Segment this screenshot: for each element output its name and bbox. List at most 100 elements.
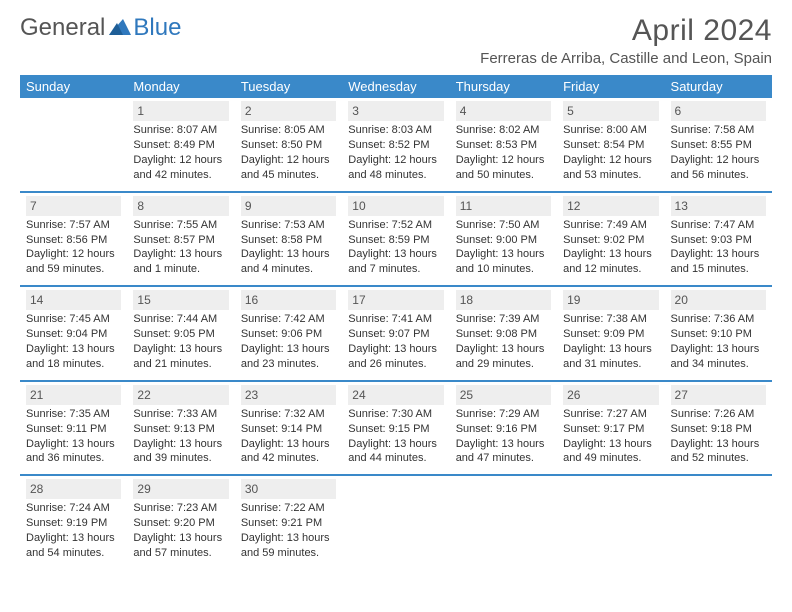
calendar-cell: 17Sunrise: 7:41 AMSunset: 9:07 PMDayligh… (342, 286, 449, 381)
day-details: Sunrise: 7:44 AMSunset: 9:05 PMDaylight:… (133, 312, 228, 371)
calendar-cell: 7Sunrise: 7:57 AMSunset: 8:56 PMDaylight… (20, 192, 127, 287)
day-number: 27 (671, 385, 766, 405)
day-number: 5 (563, 101, 658, 121)
calendar-cell: 26Sunrise: 7:27 AMSunset: 9:17 PMDayligh… (557, 381, 664, 476)
calendar-week-row: 28Sunrise: 7:24 AMSunset: 9:19 PMDayligh… (20, 475, 772, 569)
day-number: 29 (133, 479, 228, 499)
day-number: 13 (671, 196, 766, 216)
day-number: 26 (563, 385, 658, 405)
calendar-cell: 11Sunrise: 7:50 AMSunset: 9:00 PMDayligh… (450, 192, 557, 287)
day-header: Friday (557, 75, 664, 98)
day-details: Sunrise: 7:41 AMSunset: 9:07 PMDaylight:… (348, 312, 443, 371)
day-details: Sunrise: 7:45 AMSunset: 9:04 PMDaylight:… (26, 312, 121, 371)
day-number: 10 (348, 196, 443, 216)
day-details: Sunrise: 8:02 AMSunset: 8:53 PMDaylight:… (456, 123, 551, 182)
day-details: Sunrise: 7:24 AMSunset: 9:19 PMDaylight:… (26, 501, 121, 560)
calendar-cell: 6Sunrise: 7:58 AMSunset: 8:55 PMDaylight… (665, 98, 772, 192)
calendar-cell: 16Sunrise: 7:42 AMSunset: 9:06 PMDayligh… (235, 286, 342, 381)
day-header: Saturday (665, 75, 772, 98)
day-details: Sunrise: 7:50 AMSunset: 9:00 PMDaylight:… (456, 218, 551, 277)
calendar-cell: 27Sunrise: 7:26 AMSunset: 9:18 PMDayligh… (665, 381, 772, 476)
day-number: 8 (133, 196, 228, 216)
day-details: Sunrise: 8:07 AMSunset: 8:49 PMDaylight:… (133, 123, 228, 182)
day-details: Sunrise: 7:26 AMSunset: 9:18 PMDaylight:… (671, 407, 766, 466)
day-number: 2 (241, 101, 336, 121)
calendar-cell: 5Sunrise: 8:00 AMSunset: 8:54 PMDaylight… (557, 98, 664, 192)
day-details: Sunrise: 7:58 AMSunset: 8:55 PMDaylight:… (671, 123, 766, 182)
calendar-week-row: 21Sunrise: 7:35 AMSunset: 9:11 PMDayligh… (20, 381, 772, 476)
day-number: 9 (241, 196, 336, 216)
logo-mark-icon (109, 14, 131, 42)
calendar-cell: 15Sunrise: 7:44 AMSunset: 9:05 PMDayligh… (127, 286, 234, 381)
calendar-cell: 3Sunrise: 8:03 AMSunset: 8:52 PMDaylight… (342, 98, 449, 192)
day-number: 21 (26, 385, 121, 405)
day-header: Monday (127, 75, 234, 98)
day-number: 16 (241, 290, 336, 310)
day-details: Sunrise: 7:55 AMSunset: 8:57 PMDaylight:… (133, 218, 228, 277)
day-number: 3 (348, 101, 443, 121)
calendar-week-row: 7Sunrise: 7:57 AMSunset: 8:56 PMDaylight… (20, 192, 772, 287)
day-number: 4 (456, 101, 551, 121)
day-details: Sunrise: 7:49 AMSunset: 9:02 PMDaylight:… (563, 218, 658, 277)
calendar-cell (20, 98, 127, 192)
day-details: Sunrise: 7:53 AMSunset: 8:58 PMDaylight:… (241, 218, 336, 277)
day-details: Sunrise: 8:03 AMSunset: 8:52 PMDaylight:… (348, 123, 443, 182)
calendar-week-row: 1Sunrise: 8:07 AMSunset: 8:49 PMDaylight… (20, 98, 772, 192)
calendar-cell: 29Sunrise: 7:23 AMSunset: 9:20 PMDayligh… (127, 475, 234, 569)
day-header: Wednesday (342, 75, 449, 98)
header: General Blue April 2024 Ferreras de Arri… (20, 14, 772, 67)
day-details: Sunrise: 7:35 AMSunset: 9:11 PMDaylight:… (26, 407, 121, 466)
day-details: Sunrise: 8:05 AMSunset: 8:50 PMDaylight:… (241, 123, 336, 182)
day-details: Sunrise: 7:57 AMSunset: 8:56 PMDaylight:… (26, 218, 121, 277)
calendar-cell: 22Sunrise: 7:33 AMSunset: 9:13 PMDayligh… (127, 381, 234, 476)
day-header: Thursday (450, 75, 557, 98)
logo: General Blue (20, 14, 181, 42)
day-header: Tuesday (235, 75, 342, 98)
day-details: Sunrise: 7:22 AMSunset: 9:21 PMDaylight:… (241, 501, 336, 560)
day-number: 23 (241, 385, 336, 405)
logo-text-1: General (20, 14, 105, 42)
month-title: April 2024 (480, 14, 772, 48)
day-number: 14 (26, 290, 121, 310)
calendar-cell (450, 475, 557, 569)
calendar-cell: 24Sunrise: 7:30 AMSunset: 9:15 PMDayligh… (342, 381, 449, 476)
calendar-cell: 20Sunrise: 7:36 AMSunset: 9:10 PMDayligh… (665, 286, 772, 381)
calendar-cell: 2Sunrise: 8:05 AMSunset: 8:50 PMDaylight… (235, 98, 342, 192)
calendar-cell: 14Sunrise: 7:45 AMSunset: 9:04 PMDayligh… (20, 286, 127, 381)
day-number: 24 (348, 385, 443, 405)
day-details: Sunrise: 7:47 AMSunset: 9:03 PMDaylight:… (671, 218, 766, 277)
day-number: 19 (563, 290, 658, 310)
day-number: 6 (671, 101, 766, 121)
day-number: 30 (241, 479, 336, 499)
calendar-cell: 18Sunrise: 7:39 AMSunset: 9:08 PMDayligh… (450, 286, 557, 381)
day-number: 28 (26, 479, 121, 499)
calendar-cell: 4Sunrise: 8:02 AMSunset: 8:53 PMDaylight… (450, 98, 557, 192)
calendar-cell (557, 475, 664, 569)
day-details: Sunrise: 7:32 AMSunset: 9:14 PMDaylight:… (241, 407, 336, 466)
day-details: Sunrise: 8:00 AMSunset: 8:54 PMDaylight:… (563, 123, 658, 182)
day-details: Sunrise: 7:38 AMSunset: 9:09 PMDaylight:… (563, 312, 658, 371)
day-number: 12 (563, 196, 658, 216)
calendar-cell (665, 475, 772, 569)
calendar-cell: 13Sunrise: 7:47 AMSunset: 9:03 PMDayligh… (665, 192, 772, 287)
day-number: 15 (133, 290, 228, 310)
calendar-table: Sunday Monday Tuesday Wednesday Thursday… (20, 75, 772, 569)
title-block: April 2024 Ferreras de Arriba, Castille … (480, 14, 772, 67)
day-number: 1 (133, 101, 228, 121)
day-details: Sunrise: 7:42 AMSunset: 9:06 PMDaylight:… (241, 312, 336, 371)
day-details: Sunrise: 7:52 AMSunset: 8:59 PMDaylight:… (348, 218, 443, 277)
day-details: Sunrise: 7:27 AMSunset: 9:17 PMDaylight:… (563, 407, 658, 466)
day-header-row: Sunday Monday Tuesday Wednesday Thursday… (20, 75, 772, 98)
day-details: Sunrise: 7:39 AMSunset: 9:08 PMDaylight:… (456, 312, 551, 371)
day-number: 11 (456, 196, 551, 216)
logo-text-2: Blue (133, 14, 181, 42)
calendar-cell: 25Sunrise: 7:29 AMSunset: 9:16 PMDayligh… (450, 381, 557, 476)
calendar-cell: 19Sunrise: 7:38 AMSunset: 9:09 PMDayligh… (557, 286, 664, 381)
calendar-cell (342, 475, 449, 569)
day-details: Sunrise: 7:36 AMSunset: 9:10 PMDaylight:… (671, 312, 766, 371)
day-number: 22 (133, 385, 228, 405)
day-details: Sunrise: 7:30 AMSunset: 9:15 PMDaylight:… (348, 407, 443, 466)
calendar-cell: 8Sunrise: 7:55 AMSunset: 8:57 PMDaylight… (127, 192, 234, 287)
calendar-cell: 12Sunrise: 7:49 AMSunset: 9:02 PMDayligh… (557, 192, 664, 287)
day-number: 17 (348, 290, 443, 310)
